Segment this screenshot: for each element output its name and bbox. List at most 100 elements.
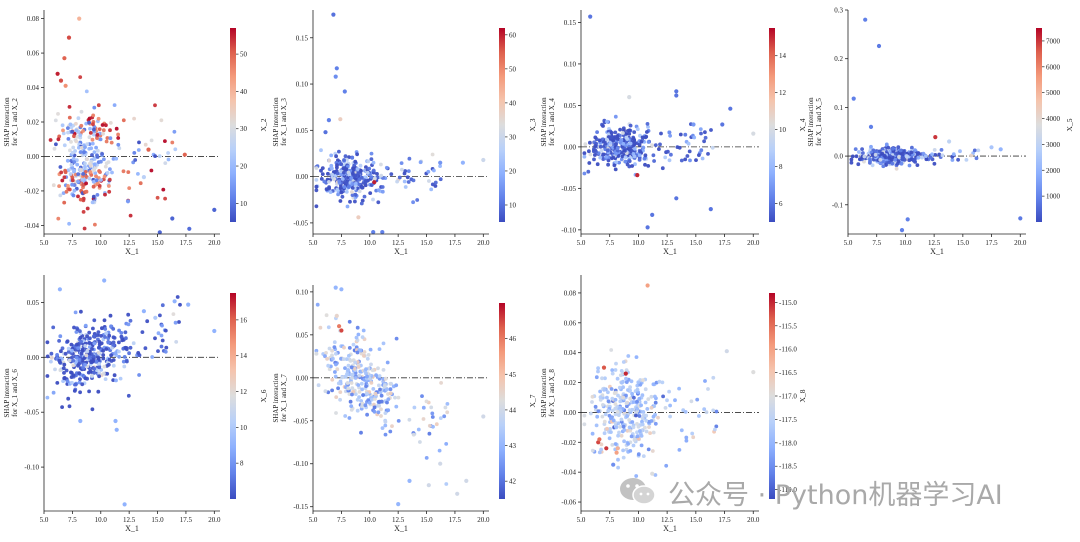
x-axis-label: X_1 [394,524,408,533]
data-point [160,303,165,308]
data-point [96,148,100,153]
data-point [95,136,99,141]
data-point [595,130,599,135]
y-tick-label: 0.02 [564,379,577,387]
data-point [353,173,358,178]
data-point [703,379,707,383]
data-point [333,374,338,379]
data-point [74,355,79,360]
data-point [314,351,319,356]
data-point [92,371,96,375]
data-point [643,135,648,140]
data-point [108,128,112,133]
colorbar [499,28,505,222]
data-point [411,178,416,183]
data-point [650,449,655,453]
data-point [652,159,656,163]
data-point [343,366,347,370]
data-point [659,131,663,136]
chart-panel-3: 0.15 0.10 0.05 0.00 -0.05 -0.105.0 7.5 10.0 12.5… [540,10,807,256]
colorbar [499,303,505,499]
data-point [638,149,643,154]
data-point [608,140,613,145]
y-tick-label: -0.06 [561,499,576,507]
data-point [427,431,432,436]
colorbar-tick-label: 5000 [1046,89,1061,97]
data-point [122,502,127,507]
data-point [111,335,116,340]
colorbar-label: X_2 [259,118,268,131]
data-point [92,105,97,110]
data-point [381,341,386,346]
data-point [345,381,350,385]
data-point [669,152,673,157]
data-point [613,412,618,417]
data-point [382,384,387,388]
data-point [92,341,97,346]
data-point [314,178,319,182]
x-tick-label: 7.5 [68,516,77,524]
data-point [349,404,354,408]
data-point [618,399,623,404]
data-point [358,163,363,168]
y-tick-label: 0.15 [296,34,309,42]
data-point [386,397,391,402]
data-point [338,199,343,203]
data-point [364,384,368,388]
data-point [418,440,422,444]
data-point [97,365,102,370]
data-point [358,348,363,353]
data-point [635,422,639,426]
data-point [45,395,50,400]
data-point [110,346,114,350]
data-point [660,166,665,171]
data-point [109,324,113,329]
data-point [697,153,701,158]
data-point [76,172,81,177]
data-point [326,118,331,123]
x-axis-label: X_1 [930,247,944,256]
data-point [616,393,620,398]
data-point [73,382,78,387]
data-point [57,134,62,139]
data-point [97,127,102,131]
colorbar-tick-label: 30 [509,133,517,141]
colorbar [230,293,236,499]
data-point [611,155,616,160]
data-point [83,362,87,367]
data-point [629,379,634,384]
colorbar [769,28,775,222]
data-point [588,14,593,19]
data-point [172,299,177,304]
colorbar-tick-label: 30 [240,125,248,133]
data-point [900,155,905,160]
data-point [658,142,662,147]
data-point [632,395,636,400]
data-point [79,123,84,128]
colorbar-tick-label: 6000 [1046,63,1061,71]
data-point [639,434,644,438]
data-point [334,351,338,356]
data-point [104,161,109,166]
data-point [339,162,344,167]
data-point [171,312,176,316]
data-point [330,377,335,382]
data-point [55,353,59,357]
data-point [324,313,329,318]
data-point [112,373,117,378]
y-tick-label: 0.00 [564,409,577,417]
data-point [615,134,620,139]
colorbar-tick-label: 10 [240,424,248,432]
data-point [65,158,70,163]
data-point [418,160,423,165]
data-point [107,184,111,188]
data-point [881,159,886,164]
data-point [66,346,71,351]
data-point [338,185,343,190]
data-point [916,151,921,155]
data-point [70,355,74,360]
data-point [597,450,602,455]
data-point [481,157,486,163]
data-point [614,425,619,430]
data-point [67,187,72,192]
